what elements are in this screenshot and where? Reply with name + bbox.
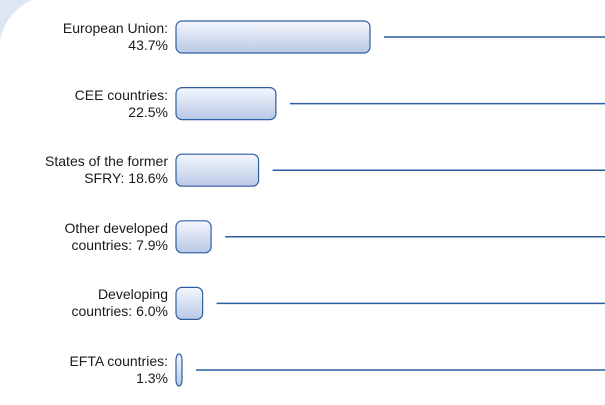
value-label: 1.3% [136, 370, 168, 386]
bar-label: EFTA countries: 1.3% [40, 353, 168, 387]
category-label: Developing countries: [71, 286, 168, 320]
bar-label: States of the former SFRY: 18.6% [40, 153, 168, 187]
bar-label: Other developed countries: 7.9% [40, 220, 168, 254]
value-label: 43.7% [128, 37, 168, 53]
value-label: 22.5% [128, 103, 168, 120]
category-label: Other developed countries: [64, 219, 168, 253]
value-label: 18.6% [128, 170, 168, 187]
bar-label: CEE countries: 22.5% [40, 87, 168, 121]
bar [175, 86, 277, 121]
corner-decoration [0, 0, 32, 40]
category-label: EFTA countries: [69, 353, 168, 369]
bar [175, 286, 204, 320]
bar [175, 153, 260, 187]
bar-label: Developing countries: 6.0% [40, 286, 168, 320]
bar [175, 20, 371, 54]
category-label: European Union: [62, 20, 168, 36]
value-label: 7.9% [136, 236, 168, 253]
value-label: 6.0% [136, 303, 168, 320]
bar-label: European Union: 43.7% [40, 20, 168, 54]
bar [175, 220, 212, 254]
category-label: CEE countries: [74, 86, 168, 103]
category-label: States of the former SFRY: [45, 153, 168, 187]
bar [175, 353, 183, 387]
